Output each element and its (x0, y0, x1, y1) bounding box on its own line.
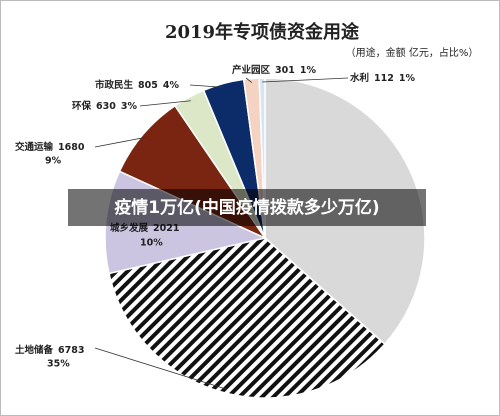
percent-label: 4% (163, 80, 180, 91)
percent-label: 9% (45, 156, 62, 167)
category-label: 产业园区 (232, 64, 271, 76)
leader-line (262, 77, 349, 83)
slice-label: 土地储备 6783 (15, 344, 84, 356)
chart-title: 2019年专项债资金用途 (165, 21, 360, 43)
leader-line (245, 77, 253, 83)
value-label: 2021 (153, 223, 179, 234)
slice-label: 产业园区 301 1% (232, 64, 316, 76)
leader-line (94, 136, 146, 148)
leader-line (139, 100, 191, 107)
percent-label: 1% (300, 65, 317, 76)
category-label: 交通运输 (15, 141, 54, 153)
value-label: 805 (138, 80, 158, 91)
slice-label: 水利 112 1% (350, 72, 415, 84)
percent-label: 3% (121, 101, 138, 112)
caption-banner (68, 189, 426, 226)
value-label: 6783 (58, 345, 84, 356)
pie-slice (108, 237, 386, 399)
value-label: 112 (374, 73, 394, 84)
percent-label: 1% (399, 73, 416, 84)
leader-line (189, 84, 225, 88)
category-label: 土地储备 (15, 344, 54, 356)
category-label: 市政民生 (95, 79, 134, 91)
chart-subtitle: （用途，金额 亿元，占比%） (346, 46, 479, 59)
category-label: 环保 (72, 100, 92, 112)
slice-label: 交通运输 1680 (15, 141, 85, 153)
value-label: 1680 (58, 142, 85, 153)
value-label: 630 (96, 101, 116, 112)
percent-label: 10% (140, 238, 163, 249)
leader-line (94, 347, 227, 390)
value-label: 301 (275, 65, 295, 76)
percent-label: 35% (47, 359, 70, 370)
slice-label: 环保 630 3% (72, 100, 137, 112)
category-label: 水利 (350, 72, 369, 84)
caption: 疫情1万亿(中国疫情拨款多少万亿) (114, 197, 379, 218)
slice-label: 市政民生 805 4% (95, 79, 179, 91)
